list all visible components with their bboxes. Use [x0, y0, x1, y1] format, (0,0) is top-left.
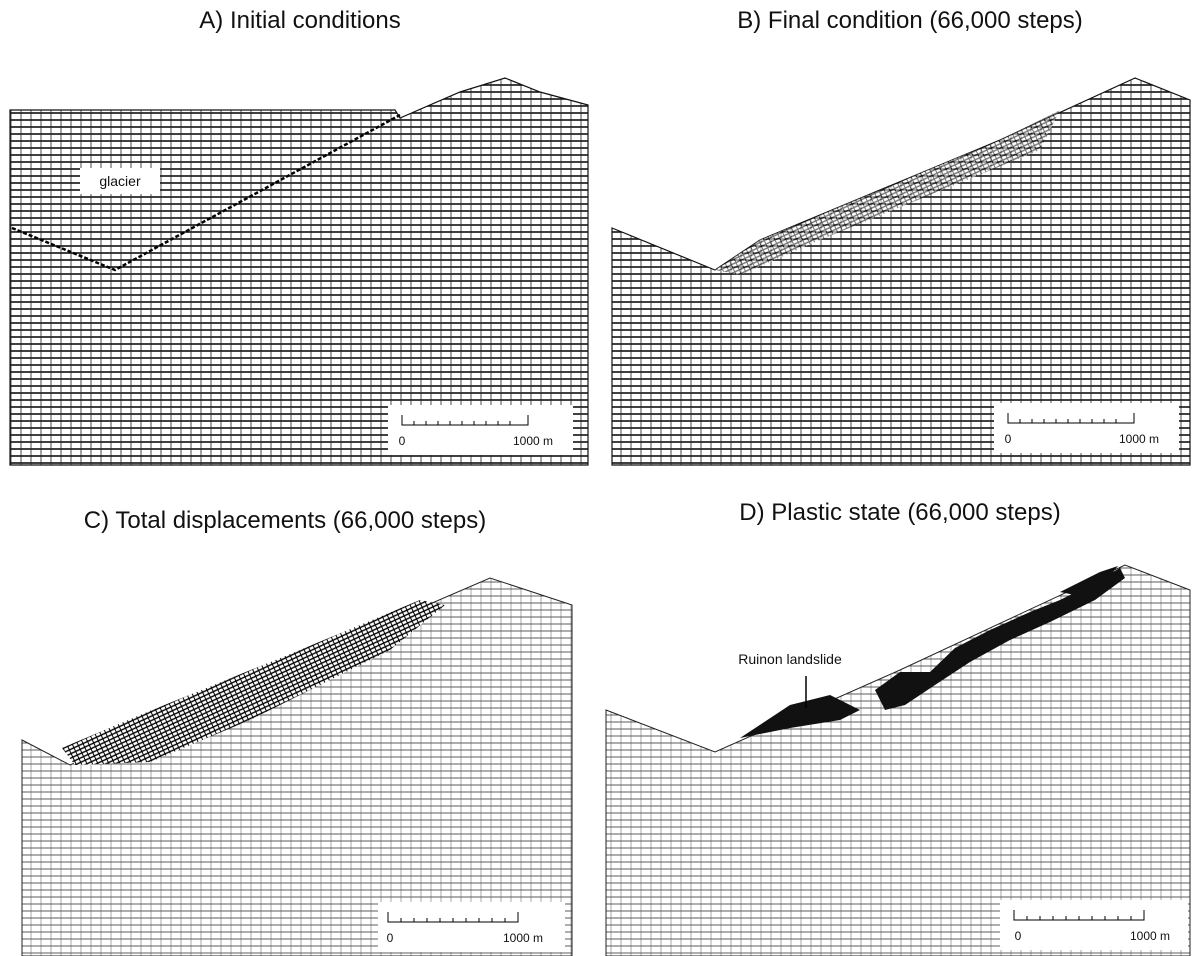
scale-bar: 0 1000 m: [388, 405, 573, 455]
panel-title: A) Initial conditions: [199, 7, 400, 34]
scale-start: 0: [1015, 929, 1022, 943]
panel-title: D) Plastic state (66,000 steps): [739, 499, 1060, 526]
scale-end: 1000 m: [513, 434, 553, 448]
panel-a: A) Initial conditions glacier 0 1000 m: [10, 7, 588, 465]
mesh: [606, 565, 1190, 956]
scale-start: 0: [1005, 432, 1012, 446]
panel-d: D) Plastic state (66,000 steps) Ruinon l…: [606, 499, 1190, 956]
scale-end: 1000 m: [1130, 929, 1170, 943]
scale-bar: 0 1000 m: [1000, 900, 1188, 950]
panel-c: C) Total displacements (66,000 steps) 0 …: [22, 507, 572, 956]
figure: A) Initial conditions glacier 0 1000 m B…: [0, 0, 1196, 956]
scale-bar: 0 1000 m: [378, 902, 565, 952]
scale-start: 0: [399, 434, 406, 448]
annotation: Ruinon landslide: [738, 651, 842, 667]
scale-end: 1000 m: [1119, 432, 1159, 446]
scale-end: 1000 m: [503, 931, 543, 945]
annotation: glacier: [99, 173, 141, 189]
scale-bar: 0 1000 m: [994, 403, 1179, 453]
scale-start: 0: [387, 931, 394, 945]
panel-title: C) Total displacements (66,000 steps): [84, 507, 486, 534]
panel-b: B) Final condition (66,000 steps) 0 1000…: [612, 7, 1190, 465]
panel-title: B) Final condition (66,000 steps): [737, 7, 1083, 34]
mesh: [22, 578, 572, 956]
